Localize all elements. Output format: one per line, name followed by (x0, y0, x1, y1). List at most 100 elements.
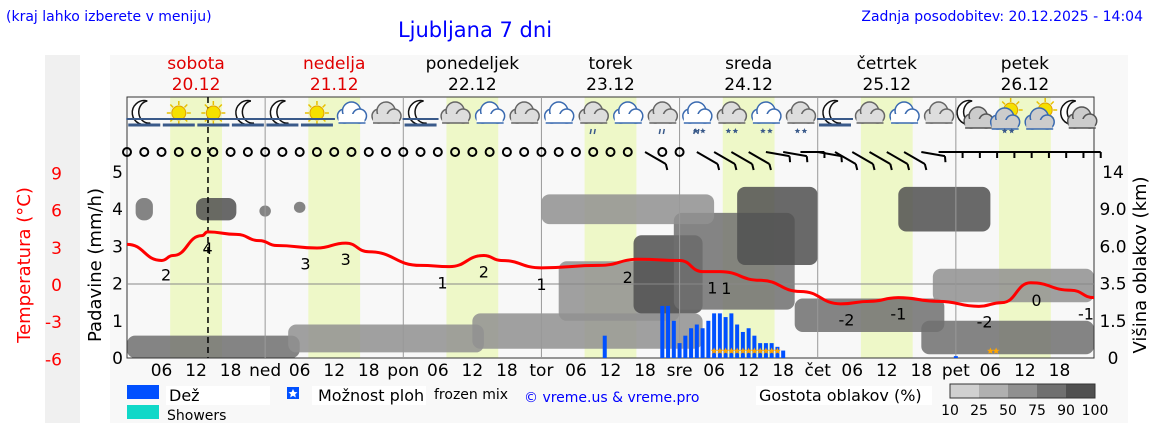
calm-wind-icon (363, 147, 374, 157)
legend-showers-possible-bg (312, 386, 426, 405)
density-level-label: 50 (999, 403, 1017, 419)
cloud-icon (854, 101, 886, 124)
x-tick-label: 12 (600, 361, 622, 381)
barb-tick (768, 163, 772, 171)
rain-bar (689, 328, 694, 358)
calm-wind-icon (415, 147, 426, 157)
temperature-point-label: 4 (202, 239, 212, 258)
legend-rain-bg (166, 386, 270, 405)
calm-wind-icon (501, 147, 512, 157)
calm-wind-icon (605, 147, 616, 157)
rain-mark (658, 128, 662, 135)
calm-wind-icon (553, 147, 564, 157)
calm-wind-icon (122, 147, 132, 157)
calm-wind-icon (450, 147, 461, 157)
cloud-snow-icon (785, 101, 817, 134)
cloud-base (545, 114, 572, 123)
snow-star-icon (987, 347, 994, 354)
x-tick-label: 18 (1049, 361, 1071, 381)
cloud-density-blob (472, 313, 703, 349)
rain-bar (683, 335, 688, 358)
day-date: 23.12 (586, 75, 635, 95)
moon-fog-icon (229, 99, 266, 127)
x-tick-label: 06 (289, 361, 311, 381)
cloud-density-blob (127, 335, 300, 358)
moon-fog-icon (402, 99, 439, 127)
x-tick-label: 12 (738, 361, 760, 381)
calm-wind-icon (432, 147, 443, 157)
x-tick-label: 12 (876, 361, 898, 381)
sun-fog-icon (298, 101, 335, 127)
star-icon (288, 389, 298, 398)
day-date: 20.12 (172, 75, 221, 95)
density-swatch (1008, 384, 1037, 398)
cloud-base (925, 114, 952, 123)
legend-density-bg (756, 386, 932, 405)
moon-cloud-icon (956, 99, 994, 129)
precipitation-tick: 0 (112, 349, 123, 369)
snow-star-icon (751, 347, 758, 354)
calm-wind-icon (191, 147, 202, 157)
sun-ray (1015, 100, 1020, 105)
temperature-point-label: -2 (977, 312, 993, 331)
x-tick-label: 18 (772, 361, 794, 381)
cloud-density-blob (196, 198, 237, 221)
copyright-link[interactable]: © vreme.us & vreme.pro (524, 390, 699, 406)
x-tick-label: pon (387, 361, 419, 381)
rain-bar (694, 324, 699, 358)
cloud-base (580, 114, 607, 123)
calm-wind-icon (467, 147, 478, 157)
temperature-line (126, 230, 1095, 308)
barb-tick (664, 163, 669, 171)
x-tick-label: 06 (565, 361, 587, 381)
cloud-base (511, 114, 538, 123)
daylight-band (170, 97, 222, 358)
cloud-base (649, 114, 676, 123)
wind-barb-icon (748, 151, 772, 171)
barb-tick (716, 163, 721, 171)
rain-mark (697, 128, 700, 135)
rain-bar (666, 305, 671, 358)
legend-showers-label: Showers (167, 408, 226, 424)
cloud-height-tick: 6.0 (1099, 237, 1126, 257)
cloud-base (476, 114, 503, 123)
temperature-point-label: -1 (1078, 305, 1094, 324)
calm-wind-icon (260, 147, 271, 157)
sun-ray (1036, 100, 1041, 105)
density-swatch (1066, 384, 1095, 398)
sun-ray (183, 103, 188, 108)
precipitation-tick: 4 (112, 200, 123, 220)
day-name: petek (1001, 54, 1049, 74)
cloud-density-blob (288, 324, 484, 353)
cloud-height-tick: 1.5 (1099, 312, 1126, 332)
rain-bar (706, 320, 711, 358)
snow-star-icon (745, 347, 752, 354)
sun-disc (309, 105, 325, 121)
snow-star-icon (739, 347, 747, 354)
grid (126, 96, 1095, 359)
barb-tick (733, 163, 738, 171)
legend-density-label: Gostota oblakov (%) (759, 386, 922, 405)
location-hint: (kraj lahko izberete v meniju) (6, 9, 212, 25)
temperature-point-label: 3 (300, 254, 310, 273)
temperature-point-label: 2 (623, 268, 633, 287)
axes: 06 12 18 ned 06 12 18 pon 06 12 18 tor 06 12 18 sre 06 12… (45, 163, 1126, 381)
calm-wind-icon (346, 147, 357, 157)
snow-mark (700, 128, 706, 134)
rain-bar (671, 320, 676, 358)
day-date: 21.12 (310, 75, 359, 95)
sun-ray (1001, 100, 1006, 105)
snow-star-icon (728, 347, 735, 354)
calm-wind-icon (570, 147, 581, 157)
cloud-base (891, 114, 918, 123)
cloud-icon (923, 101, 955, 124)
day-date: 24.12 (724, 75, 773, 95)
density-level-label: 10 (941, 403, 959, 419)
barb-staff (817, 151, 842, 158)
cloud-icon (440, 101, 471, 124)
legend: Dež Showers Možnost ploh frozen mix © vr… (127, 383, 1108, 424)
density-level-label: 90 (1057, 403, 1075, 419)
wind-barb-icon (730, 151, 755, 171)
snow-mark (801, 128, 808, 134)
